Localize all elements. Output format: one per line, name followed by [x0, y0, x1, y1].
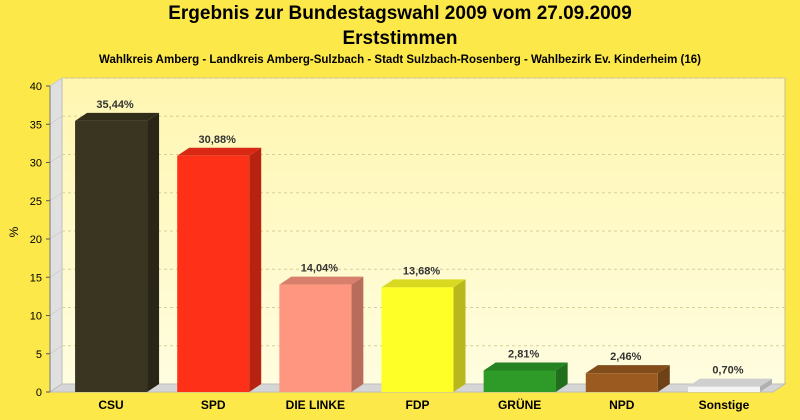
bar-die-linke: 14,04%	[279, 263, 364, 392]
y-tick-label: 0	[36, 387, 42, 399]
x-tick-label: Sonstige	[699, 398, 750, 412]
bar-side	[147, 112, 160, 392]
x-tick-label: CSU	[98, 398, 123, 412]
bar-top	[585, 365, 670, 374]
bar	[177, 155, 250, 392]
bar-grüne: 2,81%	[483, 349, 568, 392]
bar-top	[687, 378, 772, 387]
bar-csu: 35,44%	[75, 99, 160, 392]
gridline-side	[49, 154, 63, 163]
bar-top	[279, 276, 364, 285]
chart-caption: Wahlkreis Amberg - Landkreis Amberg-Sulz…	[99, 54, 701, 66]
bar-fdp: 13,68%	[381, 265, 466, 392]
bar-top	[75, 112, 160, 121]
bar-side	[249, 147, 262, 392]
bar-value-label: 2,46%	[610, 351, 641, 363]
gridline-side	[49, 307, 63, 316]
bar	[75, 120, 148, 392]
gridline-side	[49, 77, 63, 87]
gridline-side	[49, 115, 63, 125]
y-tick-label: 10	[30, 311, 42, 323]
y-tick-label: 35	[30, 119, 42, 131]
bar-side	[351, 276, 364, 392]
bar-value-label: 35,44%	[96, 99, 134, 111]
bar	[687, 386, 760, 392]
bar	[585, 373, 658, 392]
bar-npd: 2,46%	[585, 351, 670, 392]
y-tick-label: 40	[30, 81, 42, 93]
bar-top	[177, 147, 262, 156]
bar-side	[759, 378, 772, 392]
bar-spd: 30,88%	[177, 134, 262, 392]
bar-value-label: 13,68%	[403, 265, 441, 277]
y-tick-label: 25	[30, 196, 42, 208]
y-tick-label: 15	[30, 272, 42, 284]
bar-side	[453, 279, 466, 392]
y-tick-label: 20	[30, 234, 42, 246]
bar-side	[657, 365, 670, 392]
y-tick-label: 30	[30, 158, 42, 170]
gridline-side	[49, 268, 63, 278]
bar	[381, 287, 454, 392]
bar	[279, 284, 352, 392]
gridline-side	[49, 345, 63, 355]
x-tick-label: DIE LINKE	[286, 398, 345, 412]
bar	[483, 370, 556, 392]
bar-top	[381, 279, 466, 288]
bar-value-label: 0,70%	[712, 365, 743, 377]
chart-title: Ergebnis zur Bundestagswahl 2009 vom 27.…	[168, 3, 632, 24]
x-tick-label: SPD	[201, 398, 226, 412]
bar-top	[483, 362, 568, 371]
bar-sonstige: 0,70%	[687, 365, 772, 392]
y-tick-label: 5	[36, 349, 42, 361]
bar-value-label: 30,88%	[199, 134, 237, 146]
gridline-side	[49, 192, 63, 202]
bar-value-label: 14,04%	[301, 263, 339, 275]
x-tick-label: GRÜNE	[498, 397, 541, 412]
bar-value-label: 2,81%	[508, 349, 539, 361]
gridline-side	[49, 230, 63, 240]
chart-subtitle: Erststimmen	[342, 28, 458, 49]
x-tick-label: NPD	[609, 398, 635, 412]
bar-side	[555, 362, 568, 392]
x-tick-label: FDP	[406, 398, 430, 412]
